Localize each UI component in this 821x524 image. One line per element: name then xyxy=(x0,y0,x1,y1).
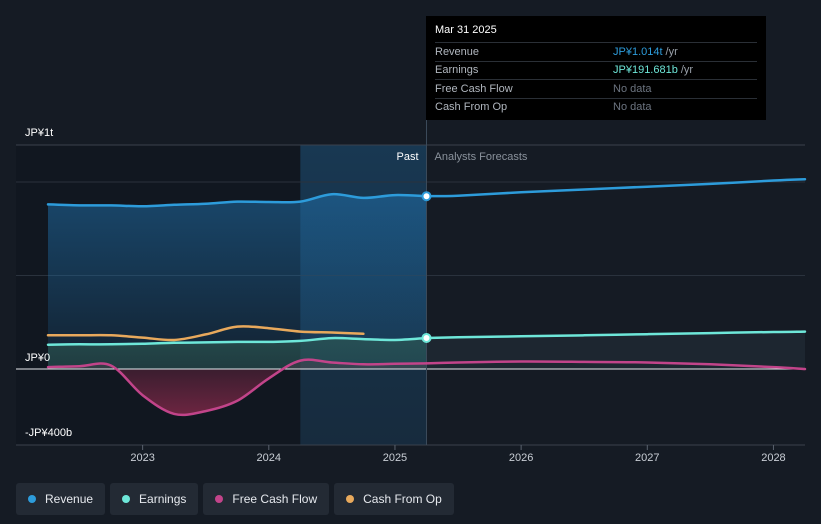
tooltip-value: No data xyxy=(613,101,652,114)
tooltip-row-cash-from-op: Cash From Op No data xyxy=(435,97,757,117)
x-tick-label: 2027 xyxy=(635,452,659,464)
legend-label: Earnings xyxy=(139,492,187,506)
tooltip-label: Revenue xyxy=(435,45,480,58)
legend: Revenue Earnings Free Cash Flow Cash Fro… xyxy=(16,483,454,515)
y-label-zero: JP¥0 xyxy=(25,352,50,364)
tooltip-label: Earnings xyxy=(435,64,479,77)
earnings-marker xyxy=(421,332,432,343)
tooltip-date: Mar 31 2025 xyxy=(435,24,497,36)
revenue-forecast-line xyxy=(425,177,807,198)
earnings-forecast-area xyxy=(426,331,805,369)
cash-from-op-past-line xyxy=(46,325,365,342)
x-tick-label: 2024 xyxy=(257,452,281,464)
y-label-bottom: -JP¥400b xyxy=(25,427,72,439)
legend-label: Free Cash Flow xyxy=(232,492,318,506)
earnings-forecast-line xyxy=(425,330,807,340)
tooltip-label: Free Cash Flow xyxy=(435,82,513,95)
legend-dot-icon xyxy=(28,495,36,503)
tooltip-label: Cash From Op xyxy=(435,101,508,114)
tooltip-value: JP¥1.014t xyxy=(613,45,663,58)
tooltip-row-free-cash-flow: Free Cash Flow No data xyxy=(435,79,757,98)
legend-dot-icon xyxy=(122,495,131,503)
free-cash-flow-area xyxy=(48,359,427,415)
revenue-marker xyxy=(421,191,432,202)
legend-item-cash-from-op[interactable]: Cash From Op xyxy=(334,483,454,515)
legend-dot-icon xyxy=(215,495,224,503)
revenue-past-line xyxy=(46,192,428,208)
tooltip: Mar 31 2025 Revenue JP¥1.014t /yr Earnin… xyxy=(426,16,766,120)
y-label-top: JP¥1t xyxy=(25,127,53,139)
tooltip-row-earnings: Earnings JP¥191.681b /yr xyxy=(435,60,757,80)
past-label: Past xyxy=(396,151,418,163)
legend-item-earnings[interactable]: Earnings xyxy=(110,483,199,515)
x-tick-label: 2026 xyxy=(509,452,533,464)
free-cash-flow-forecast-line xyxy=(425,360,807,371)
legend-item-free-cash-flow[interactable]: Free Cash Flow xyxy=(203,483,330,515)
tooltip-unit: /yr xyxy=(680,64,694,77)
x-tick-label: 2023 xyxy=(130,452,154,464)
tooltip-row-revenue: Revenue JP¥1.014t /yr xyxy=(435,42,757,61)
earnings-past-line xyxy=(46,336,428,346)
legend-label: Revenue xyxy=(45,492,94,506)
x-tick-label: 2025 xyxy=(383,452,407,464)
x-tick-label: 2028 xyxy=(761,452,785,464)
legend-label: Cash From Op xyxy=(363,492,442,506)
legend-dot-icon xyxy=(346,495,355,503)
free-cash-flow-past-line xyxy=(46,358,428,417)
tooltip-value: JP¥191.681b xyxy=(613,64,678,77)
legend-item-revenue[interactable]: Revenue xyxy=(16,483,106,515)
forecast-label: Analysts Forecasts xyxy=(435,151,528,163)
tooltip-unit: /yr xyxy=(665,45,678,58)
tooltip-value: No data xyxy=(613,82,652,95)
revenue-area xyxy=(48,194,427,369)
